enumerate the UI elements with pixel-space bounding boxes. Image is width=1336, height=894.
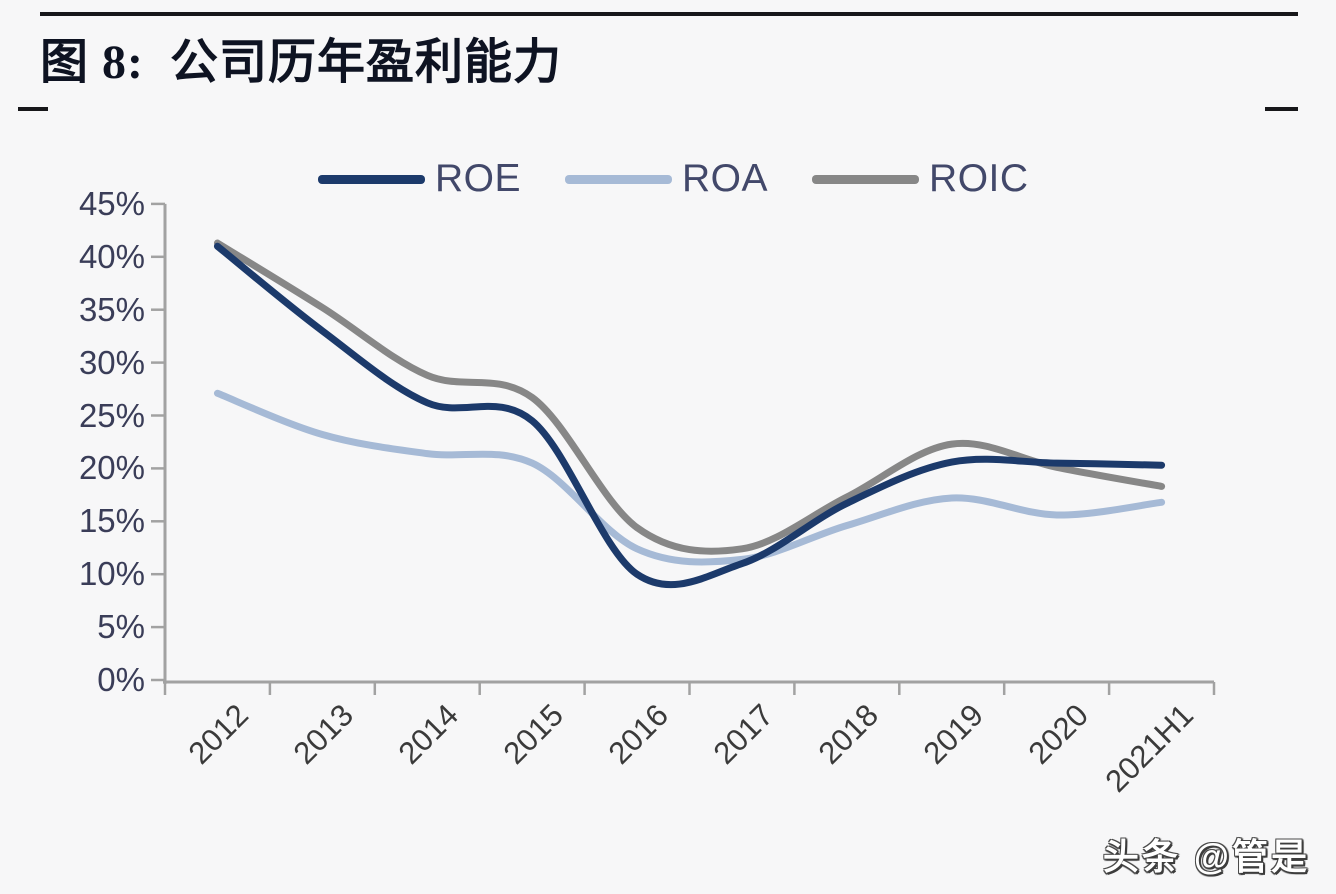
series-line-roic [213,239,1166,555]
series-line-roa [213,389,1166,566]
watermark-text: 头条 @管是 [1102,836,1310,877]
y-axis-label: 25% [78,396,145,434]
y-axis-label: 5% [97,608,145,646]
top-divider-line [40,12,1298,16]
y-axis-label: 20% [78,449,145,487]
legend-label-roic: ROIC [929,157,1029,200]
y-axis-label: 40% [78,237,145,275]
chart-axes [151,202,1216,695]
figure-title: 图 8: 公司历年盈利能力 [40,36,562,89]
y-axis-label: 0% [97,661,145,698]
roe-line-swatch-icon [318,174,425,184]
y-axis-label: 30% [78,343,145,381]
right-border-fragment [1265,107,1298,111]
y-axis-label: 15% [78,502,145,540]
left-border-fragment [18,107,48,111]
series-line-roe [213,242,1166,589]
roic-line-swatch-icon [812,174,920,184]
roa-line-swatch-icon [565,174,673,184]
y-axis-label: 45% [78,184,145,222]
chart-legend: ROE ROA ROIC [318,158,1029,200]
legend-label-roe: ROE [435,157,522,200]
legend-item-roic: ROIC [812,158,1029,200]
y-axis-label: 10% [78,555,145,593]
chart-series-lines [213,239,1166,589]
legend-label-roa: ROA [682,157,769,200]
legend-item-roa: ROA [565,158,768,200]
legend-item-roe: ROE [318,158,521,200]
y-axis-label: 35% [78,290,145,328]
